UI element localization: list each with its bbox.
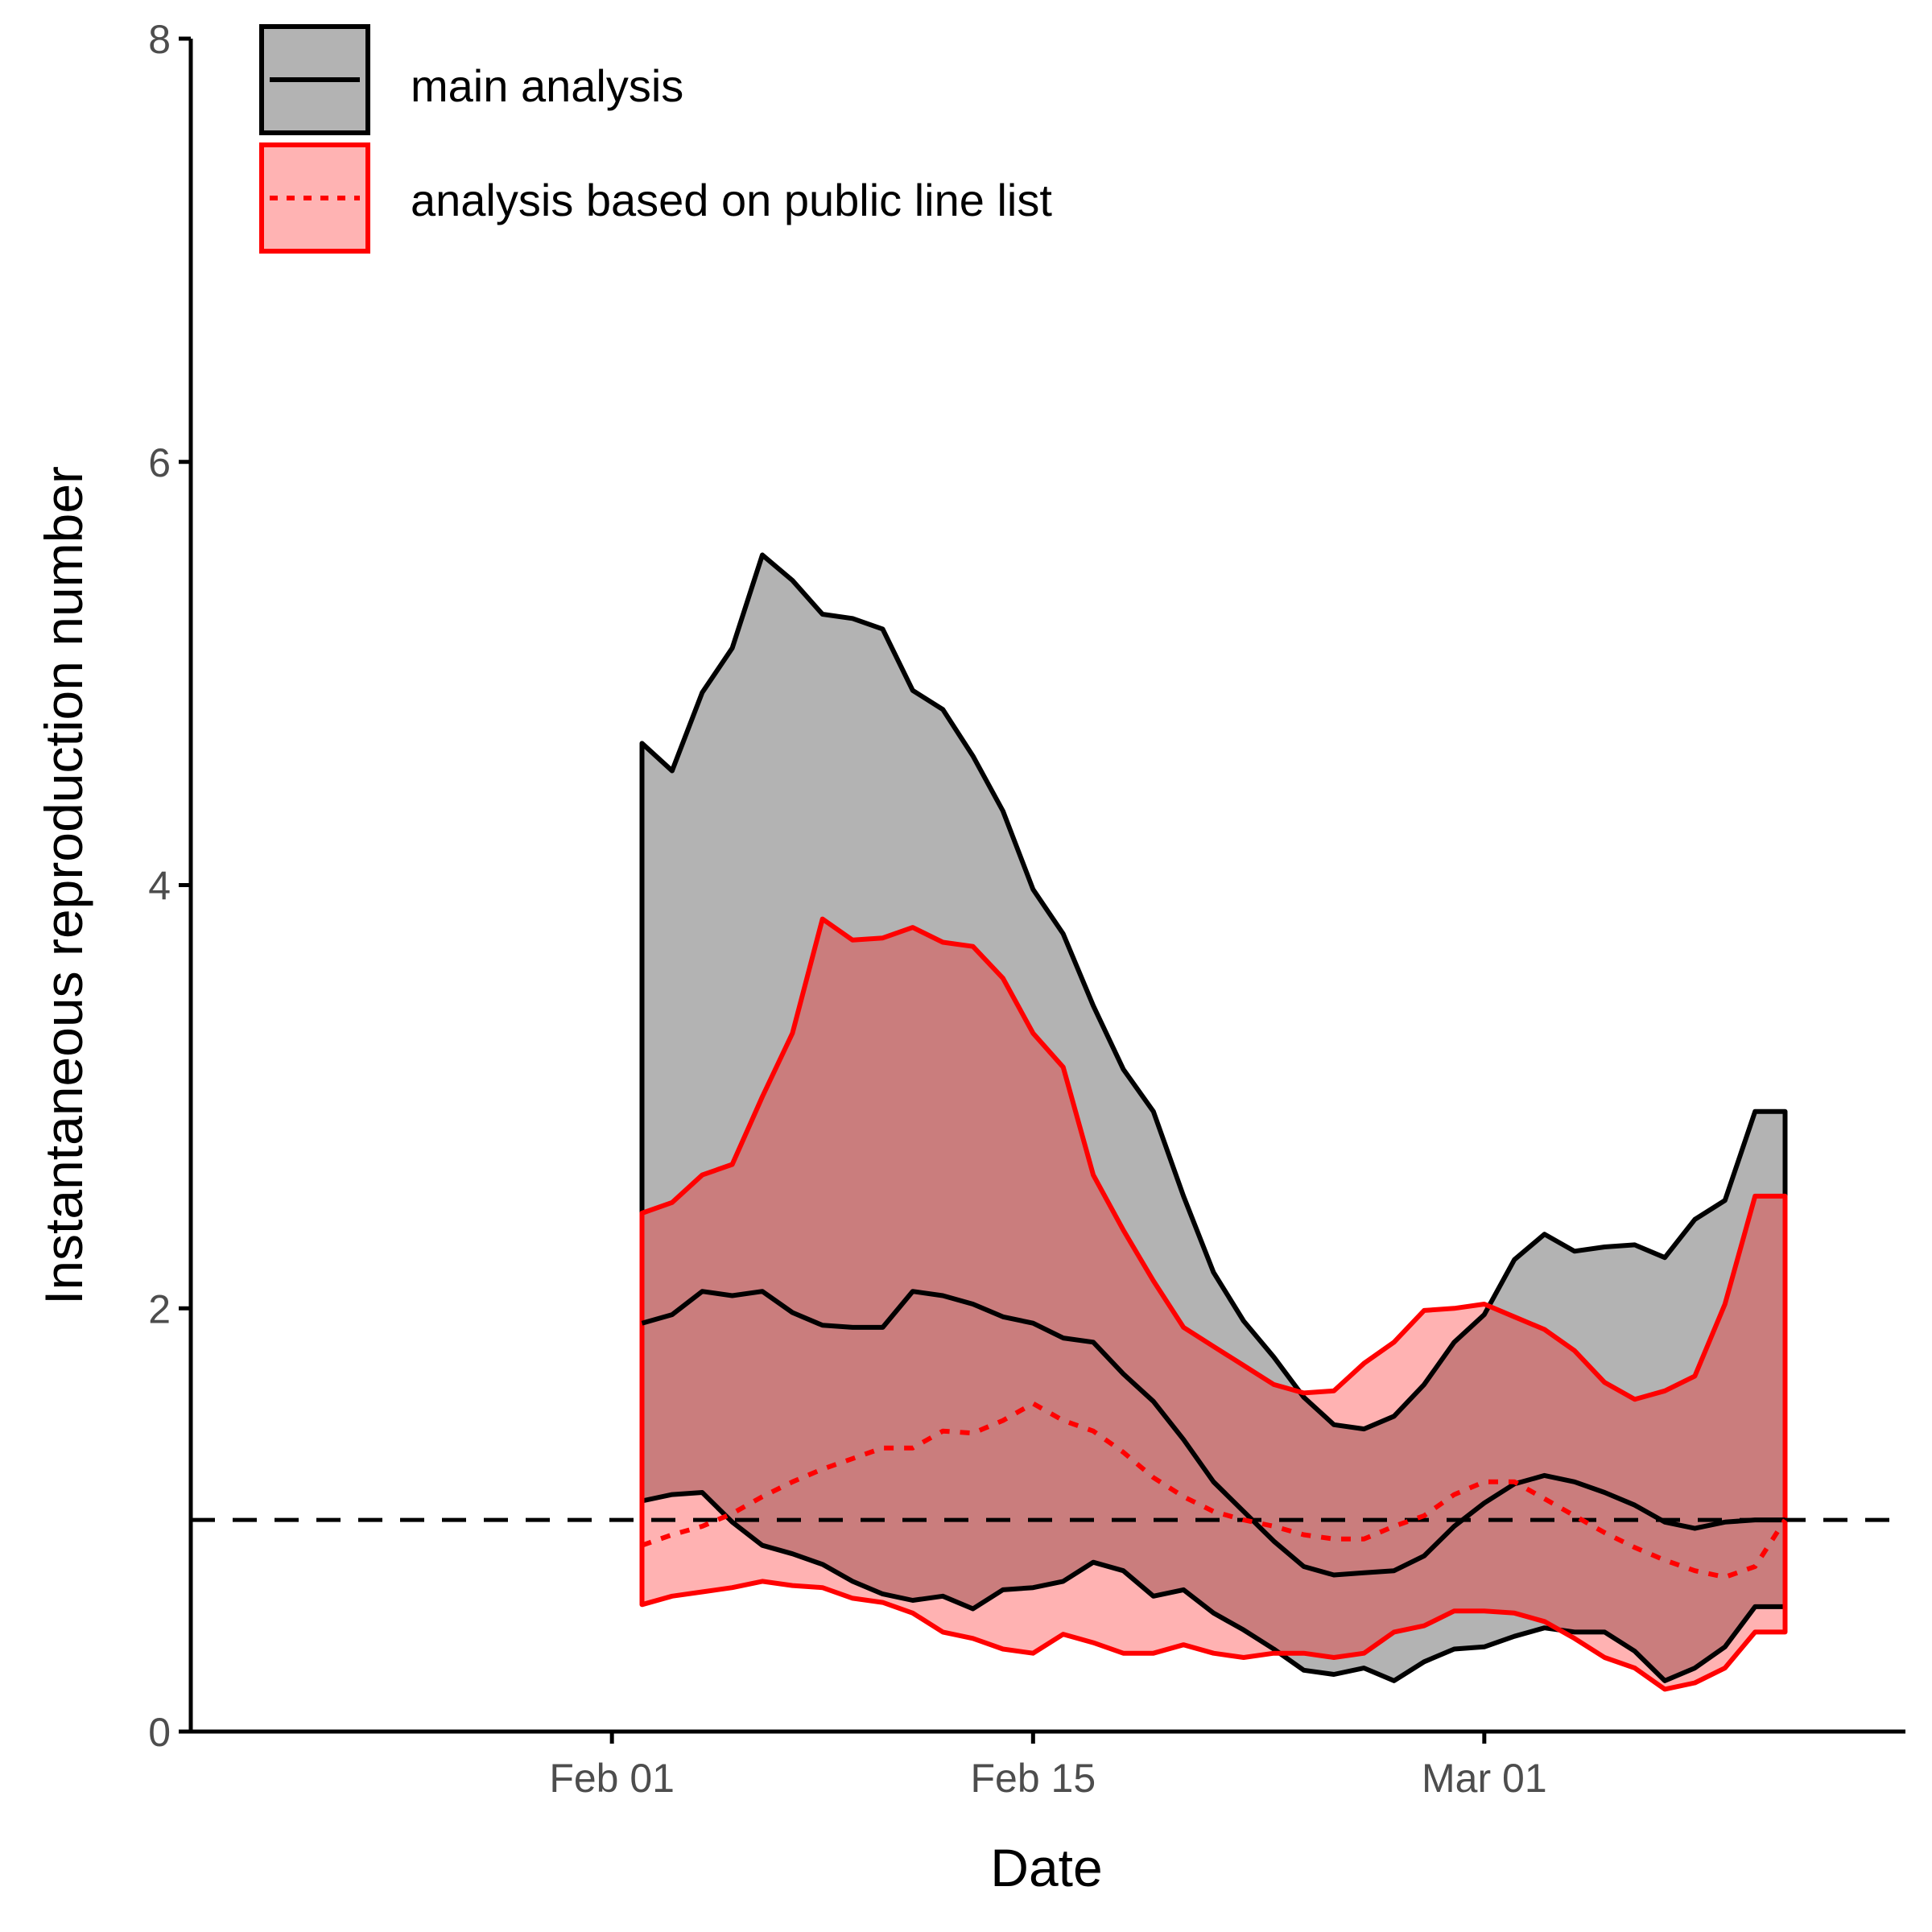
median-line-public-line-list <box>641 1401 1788 1580</box>
axes: 0 2 4 6 8 Feb 01 Feb 15 Mar 01 <box>148 17 1905 1801</box>
y-tick-label: 4 <box>148 864 171 909</box>
x-tick-label: Mar 01 <box>1422 1756 1547 1801</box>
y-axis-title: Instantaneous reproduction number <box>34 466 93 1305</box>
ci-band-public-line-list <box>642 919 1785 1690</box>
x-tick-label: Feb 01 <box>549 1756 675 1801</box>
legend: main analysis analysis based on public l… <box>259 24 1052 254</box>
x-axis-title: Date <box>990 1838 1102 1897</box>
x-ticks: Feb 01 Feb 15 Mar 01 <box>549 1732 1547 1801</box>
y-tick-label: 0 <box>148 1710 171 1755</box>
x-tick-label: Feb 15 <box>970 1756 1096 1801</box>
ci-band-main-analysis <box>642 555 1785 1681</box>
y-tick-label: 6 <box>148 440 171 485</box>
y-tick-label: 8 <box>148 17 171 62</box>
legend-label-public-line-list: analysis based on public line list <box>411 175 1052 225</box>
y-tick-label: 2 <box>148 1286 171 1331</box>
ci-bands <box>642 555 1785 1690</box>
y-ticks: 0 2 4 6 8 <box>148 17 191 1755</box>
ci-band-lines <box>639 552 1788 1692</box>
legend-item-public-line-list: analysis based on public line list <box>259 142 1052 254</box>
median-lines <box>641 1289 1788 1580</box>
median-line-main-analysis <box>641 1289 1785 1578</box>
legend-key-public-line-list <box>259 142 370 254</box>
ci-band-outline-public-line-list <box>639 916 1788 1692</box>
legend-item-main-analysis: main analysis <box>259 24 683 135</box>
legend-label-main-analysis: main analysis <box>411 60 683 111</box>
